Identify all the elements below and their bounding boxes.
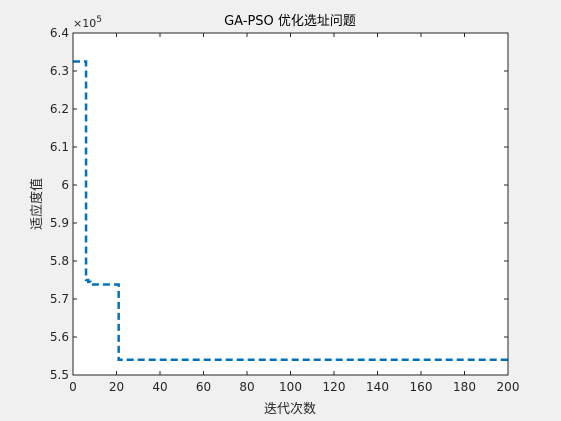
x-tick-label: 60: [196, 380, 211, 394]
x-tick-label: 160: [410, 380, 433, 394]
x-tick-label: 140: [366, 380, 389, 394]
plot-area: [73, 33, 508, 375]
x-tick-label: 40: [152, 380, 167, 394]
y-tick-label: 5.7: [50, 292, 69, 306]
x-tick-label: 100: [279, 380, 302, 394]
y-tick-label: 6.3: [50, 64, 69, 78]
y-tick-label: 5.6: [50, 330, 69, 344]
y-tick-label: 5.9: [50, 216, 69, 230]
series-line: [73, 60, 508, 362]
x-tick-label: 0: [69, 380, 77, 394]
y-tick-label: 6.4: [50, 26, 69, 40]
y-exponent-label: ×105: [73, 15, 102, 30]
y-axis-label: 适应度值: [29, 178, 45, 230]
y-tick-label: 6.1: [50, 140, 69, 154]
x-axis-label: 迭代次数: [264, 401, 316, 417]
y-exponent-base: ×10: [73, 17, 96, 30]
y-exponent-power: 5: [96, 15, 102, 25]
x-tick-label: 80: [239, 380, 254, 394]
x-tick-label: 120: [323, 380, 346, 394]
y-tick-label: 5.8: [50, 254, 69, 268]
y-tick-label: 5.5: [50, 368, 69, 382]
x-tick-label: 20: [109, 380, 124, 394]
x-tick-label: 200: [497, 380, 520, 394]
x-tick-label: 180: [453, 380, 476, 394]
y-tick-label: 6.2: [50, 102, 69, 116]
chart-title: GA-PSO 优化选址问题: [224, 14, 356, 29]
y-tick-label: 6: [61, 178, 69, 192]
